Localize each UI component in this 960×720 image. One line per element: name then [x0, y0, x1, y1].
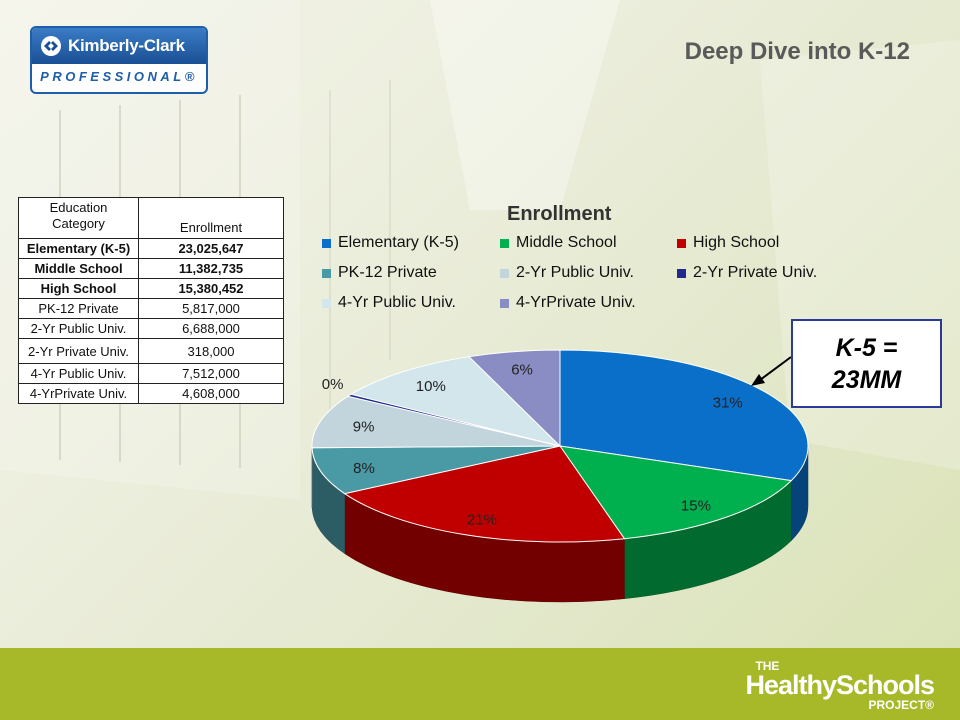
- footer-logo-the: THE: [755, 659, 780, 673]
- legend-label: 2-Yr Public Univ.: [516, 264, 634, 281]
- footer-logo-main: HealthySchools: [745, 670, 935, 700]
- legend-item-2-yr-private-univ: 2-Yr Private Univ.: [677, 264, 817, 282]
- legend-swatch: [322, 238, 331, 248]
- table-cell-category: 4-YrPrivate Univ.: [18, 383, 139, 404]
- table-row: PK-12 Private 5,817,000: [18, 298, 284, 319]
- legend-label: Elementary (K-5): [338, 234, 459, 251]
- kimberly-clark-mark-icon: [41, 36, 61, 56]
- table-row: 2-Yr Public Univ. 6,688,000: [18, 318, 284, 339]
- table-cell-enrollment: 318,000: [138, 338, 284, 364]
- legend-swatch: [677, 268, 686, 278]
- legend-item-4-yr-public-univ: 4-Yr Public Univ.: [322, 294, 456, 312]
- table-cell-enrollment: 7,512,000: [138, 363, 284, 384]
- callout-arrowhead-icon: [751, 374, 765, 386]
- pie-label-4-yrprivate-univ: 6%: [511, 362, 533, 379]
- footer-bar: THE HealthySchools PROJECT®: [0, 648, 960, 720]
- legend-item-2-yr-public-univ: 2-Yr Public Univ.: [500, 264, 634, 282]
- kimberly-clark-logo: Kimberly-Clark PROFESSIONAL®: [30, 26, 208, 94]
- callout-line-1: K-5 =: [835, 333, 898, 362]
- pie-label-middle-school: 15%: [681, 498, 711, 515]
- legend-label: Middle School: [516, 234, 617, 251]
- table-header-row: Education Category Enrollment: [18, 197, 284, 239]
- table-cell-enrollment: 15,380,452: [138, 278, 284, 299]
- table-row: Middle School 11,382,735: [18, 258, 284, 279]
- pie-slice-pk-12-private: [311, 445, 561, 495]
- logo-name: Kimberly-Clark: [68, 36, 185, 55]
- legend-label: 2-Yr Private Univ.: [693, 264, 818, 281]
- legend-label: High School: [693, 234, 780, 251]
- legend-item-high-school: High School: [677, 234, 779, 252]
- slide-title: Deep Dive into K-12: [684, 38, 910, 65]
- legend-swatch: [677, 238, 686, 248]
- table-row: 2-Yr Private Univ. 318,000: [18, 338, 284, 364]
- legend-swatch: [322, 298, 331, 308]
- table-cell-enrollment: 4,608,000: [138, 383, 284, 404]
- legend-swatch: [500, 268, 509, 278]
- legend-label: 4-Yr Public Univ.: [338, 294, 456, 311]
- healthy-schools-project-logo: THE HealthySchools PROJECT®: [745, 659, 935, 712]
- legend-item-4-yrprivate-univ: 4-YrPrivate Univ.: [500, 294, 636, 312]
- table-header-category: Education Category: [18, 197, 139, 239]
- legend-swatch: [322, 268, 331, 278]
- legend-item-elementary-k-5: Elementary (K-5): [322, 234, 459, 252]
- callout-arrow-line: [759, 356, 792, 381]
- pie-slice-4-yrprivate-univ: [467, 349, 561, 448]
- logo-subtitle: PROFESSIONAL®: [40, 69, 198, 84]
- legend-label: PK-12 Private: [338, 264, 437, 281]
- table-cell-enrollment: 5,817,000: [138, 298, 284, 319]
- table-cell-enrollment: 6,688,000: [138, 318, 284, 339]
- table-row: High School 15,380,452: [18, 278, 284, 299]
- pie-slice-4-yr-public-univ: [349, 356, 562, 447]
- legend-swatch: [500, 238, 509, 248]
- pie-label-high-school: 21%: [467, 512, 497, 529]
- pie-label-2-yr-public-univ: 9%: [353, 419, 375, 436]
- pie-slice-2-yr-public-univ: [311, 395, 561, 449]
- legend-label: 4-YrPrivate Univ.: [516, 294, 636, 311]
- enrollment-table: Education Category Enrollment Elementary…: [18, 197, 284, 404]
- table-cell-category: 2-Yr Private Univ.: [18, 338, 139, 364]
- legend-item-pk-12-private: PK-12 Private: [322, 264, 437, 282]
- legend-swatch: [500, 298, 509, 308]
- pie-label-elementary-k-5: 31%: [713, 395, 743, 412]
- pie-label-pk-12-private: 8%: [353, 460, 375, 477]
- legend-item-middle-school: Middle School: [500, 234, 617, 252]
- pie-slice-elementary-k-5: [559, 349, 809, 482]
- pie-slice-high-school: [343, 445, 626, 543]
- k5-callout-box: K-5 = 23MM: [791, 319, 942, 408]
- pie-slice-middle-school: [558, 445, 793, 540]
- table-header-enrollment: Enrollment: [138, 197, 284, 239]
- chart-title: Enrollment: [507, 203, 612, 225]
- callout-line-2: 23MM: [831, 365, 902, 394]
- pie-label-4-yr-public-univ: 10%: [416, 378, 446, 395]
- table-row: 4-YrPrivate Univ. 4,608,000: [18, 383, 284, 404]
- table-cell-category: Middle School: [18, 258, 139, 279]
- footer-logo-project: PROJECT®: [868, 698, 934, 712]
- pie-label-2-yr-private-univ: 0%: [322, 376, 344, 393]
